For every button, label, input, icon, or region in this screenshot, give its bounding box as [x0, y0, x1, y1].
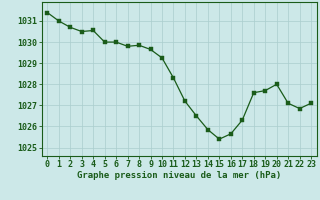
X-axis label: Graphe pression niveau de la mer (hPa): Graphe pression niveau de la mer (hPa)	[77, 171, 281, 180]
